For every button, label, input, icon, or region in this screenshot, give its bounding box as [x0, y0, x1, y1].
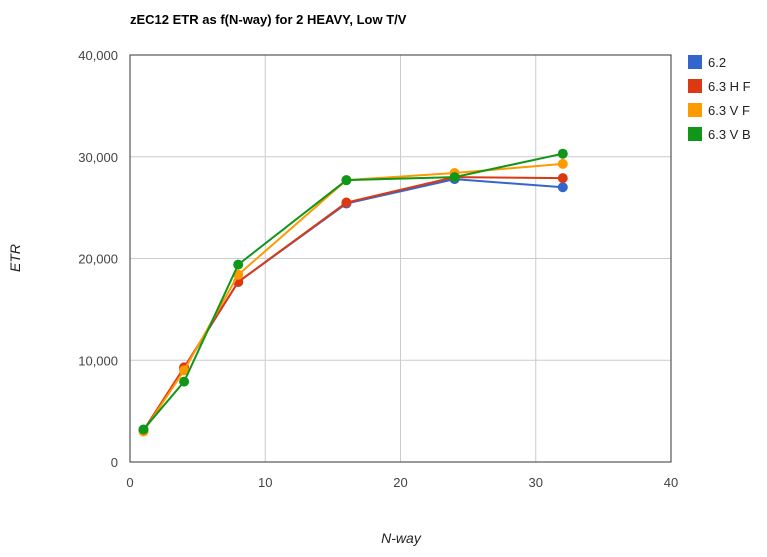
x-tick-label: 40 — [664, 475, 678, 490]
series-line-0 — [142, 178, 563, 432]
data-point — [341, 197, 352, 208]
data-point — [179, 376, 190, 387]
legend: 6.2 6.3 H F 6.3 V F 6.3 V B — [688, 55, 751, 142]
legend-swatch — [688, 103, 702, 117]
x-axis-label: N-way — [381, 530, 422, 546]
data-point — [557, 173, 568, 184]
x-tick-label: 10 — [258, 475, 272, 490]
x-tick-label: 20 — [393, 475, 407, 490]
y-tick-label: 30,000 — [78, 150, 118, 165]
plot-area — [129, 54, 672, 463]
legend-label: 6.3 V B — [708, 127, 751, 142]
legend-label: 6.2 — [708, 55, 726, 70]
chart-title: zEC12 ETR as f(N-way) for 2 HEAVY, Low T… — [130, 12, 407, 27]
legend-swatch — [688, 55, 702, 69]
y-axis-label: ETR — [7, 244, 23, 272]
data-point — [449, 172, 460, 183]
data-point — [179, 365, 190, 376]
y-tick-label: 40,000 — [78, 48, 118, 63]
data-point — [341, 175, 352, 186]
y-tick-label: 10,000 — [78, 353, 118, 368]
data-point — [557, 182, 568, 193]
x-tick-label: 30 — [529, 475, 543, 490]
y-tick-label: 0 — [111, 455, 118, 470]
legend-swatch — [688, 127, 702, 141]
data-point — [233, 259, 244, 270]
y-axis: 0 10,000 20,000 30,000 40,000 — [78, 48, 118, 470]
legend-swatch — [688, 79, 702, 93]
data-point — [557, 158, 568, 169]
series-line-2 — [142, 162, 563, 433]
series-line-1 — [142, 176, 563, 431]
data-point — [138, 424, 149, 435]
series-line-3 — [142, 152, 564, 431]
data-point — [557, 148, 568, 159]
y-tick-label: 20,000 — [78, 252, 118, 267]
legend-label: 6.3 V F — [708, 103, 750, 118]
series-group — [138, 148, 568, 437]
legend-label: 6.3 H F — [708, 79, 751, 94]
grid — [129, 54, 672, 463]
x-axis: 0 10 20 30 40 — [126, 475, 678, 490]
x-tick-label: 0 — [126, 475, 133, 490]
